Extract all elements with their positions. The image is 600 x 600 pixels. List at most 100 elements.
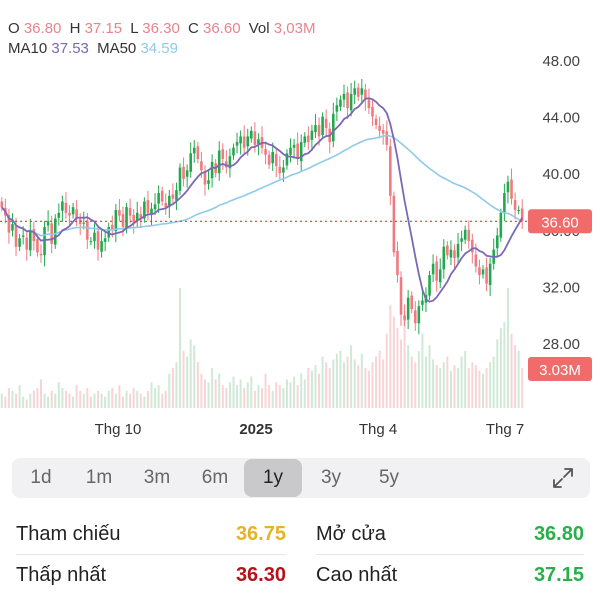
tab-3m[interactable]: 3m	[143, 467, 171, 488]
volume-bar	[257, 385, 260, 408]
candle-body	[39, 253, 43, 256]
volume-bar	[360, 353, 363, 408]
y-tick-label: 28.00	[542, 336, 580, 353]
candle-body	[453, 250, 456, 259]
volume-bar	[50, 390, 53, 408]
volume-bar	[478, 370, 481, 408]
candle-body	[250, 130, 253, 139]
candle-body	[189, 153, 193, 172]
volume-bar	[225, 388, 228, 408]
volume-bar	[186, 356, 189, 408]
volume-bar	[293, 376, 296, 408]
volume-bar	[97, 390, 100, 408]
volume-bar	[246, 382, 249, 408]
candle-body	[296, 143, 299, 160]
tab-1d[interactable]: 1d	[30, 467, 52, 488]
candle-body	[456, 243, 460, 258]
open-key: O	[8, 20, 20, 37]
candle-body	[157, 193, 160, 204]
candle-body	[182, 166, 185, 179]
price-chart[interactable]: 48.0044.0040.0036.0032.0028.0036.603.03M…	[0, 0, 600, 450]
volume-bar	[100, 393, 103, 408]
volume-bar	[474, 365, 477, 408]
candle-body	[57, 212, 61, 218]
volume-bar	[289, 382, 292, 408]
candle-body	[257, 139, 260, 145]
volume-bar	[32, 390, 35, 408]
volume-bar	[121, 396, 124, 408]
volume-bar	[471, 362, 474, 408]
volume-bar	[353, 359, 356, 408]
candle-body	[285, 153, 289, 166]
x-tick-label: 2025	[239, 421, 272, 438]
candle-body	[232, 147, 235, 156]
candle-body	[228, 156, 232, 169]
volume-bar	[300, 373, 303, 408]
volume-bar	[389, 305, 392, 408]
volume-bar	[375, 356, 378, 408]
tab-5y[interactable]: 5y	[378, 467, 400, 488]
candle-body	[128, 207, 132, 216]
candle-body	[367, 99, 371, 109]
tab-1m[interactable]: 1m	[85, 467, 113, 488]
candle-body	[339, 99, 342, 107]
volume-bar	[75, 385, 78, 408]
candle-body	[438, 269, 442, 283]
candle-body	[46, 221, 50, 226]
tab-1y[interactable]: 1y	[244, 459, 302, 497]
volume-bar	[15, 393, 18, 408]
timeframe-tabs: 1d 1m 3m 6m 1y 3y 5y	[12, 458, 590, 498]
candle-body	[299, 142, 303, 162]
x-tick-label: Thg 4	[359, 421, 397, 438]
candle-body	[217, 150, 221, 174]
volume-bar	[342, 362, 345, 408]
candle-body	[82, 222, 86, 224]
candle-body	[381, 130, 385, 134]
candle-body	[364, 89, 367, 100]
volume-bar	[271, 390, 274, 408]
candle-body	[21, 235, 25, 237]
candle-body	[53, 218, 57, 245]
candle-body	[210, 161, 214, 179]
candle-body	[192, 147, 196, 154]
volume-bar	[332, 359, 335, 408]
divider	[16, 554, 286, 555]
candle-body	[371, 106, 374, 117]
candle-body	[431, 263, 435, 275]
candle-body	[403, 315, 406, 321]
volume-bar	[161, 393, 164, 408]
volume-bar	[410, 356, 413, 408]
candle-body	[200, 161, 203, 171]
candle-body	[253, 131, 257, 145]
close-value: 36.60	[203, 20, 241, 37]
candle-body	[160, 190, 164, 202]
volume-bar	[517, 350, 520, 408]
volume-bar	[414, 362, 417, 408]
volume-bar	[296, 385, 299, 408]
candle-body	[168, 195, 171, 208]
volume-bar	[150, 382, 153, 408]
expand-icon[interactable]	[552, 467, 574, 489]
ma10-line	[1, 97, 523, 303]
candle-body	[356, 87, 360, 97]
volume-bar	[261, 388, 263, 408]
low-label: Thấp nhất	[16, 563, 107, 586]
tab-3y[interactable]: 3y	[320, 467, 342, 488]
volume-bar	[339, 350, 342, 408]
current-volume-label: 3.03M	[539, 362, 581, 379]
volume-bar	[264, 373, 267, 408]
tab-6m[interactable]: 6m	[201, 467, 229, 488]
volume-bar	[253, 390, 256, 408]
volume-bar	[64, 390, 67, 408]
volume-bar	[506, 288, 509, 408]
low-value: 36.30	[142, 20, 180, 37]
volume-bar	[82, 393, 85, 408]
candle-body	[178, 167, 182, 191]
volume-bar	[378, 350, 381, 408]
volume-bar	[68, 393, 71, 408]
volume-bar	[496, 339, 499, 408]
volume-bar	[22, 396, 25, 408]
volume-bar	[129, 393, 132, 408]
volume-bar	[446, 356, 449, 408]
candle-body	[478, 267, 481, 276]
